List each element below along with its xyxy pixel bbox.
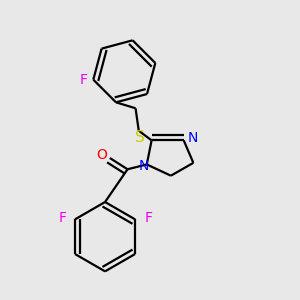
- Text: S: S: [134, 130, 144, 145]
- Text: O: O: [96, 148, 107, 163]
- Text: N: N: [188, 131, 198, 145]
- Text: F: F: [145, 211, 153, 225]
- Text: F: F: [80, 73, 88, 87]
- Text: N: N: [138, 159, 149, 173]
- Text: F: F: [58, 211, 66, 225]
